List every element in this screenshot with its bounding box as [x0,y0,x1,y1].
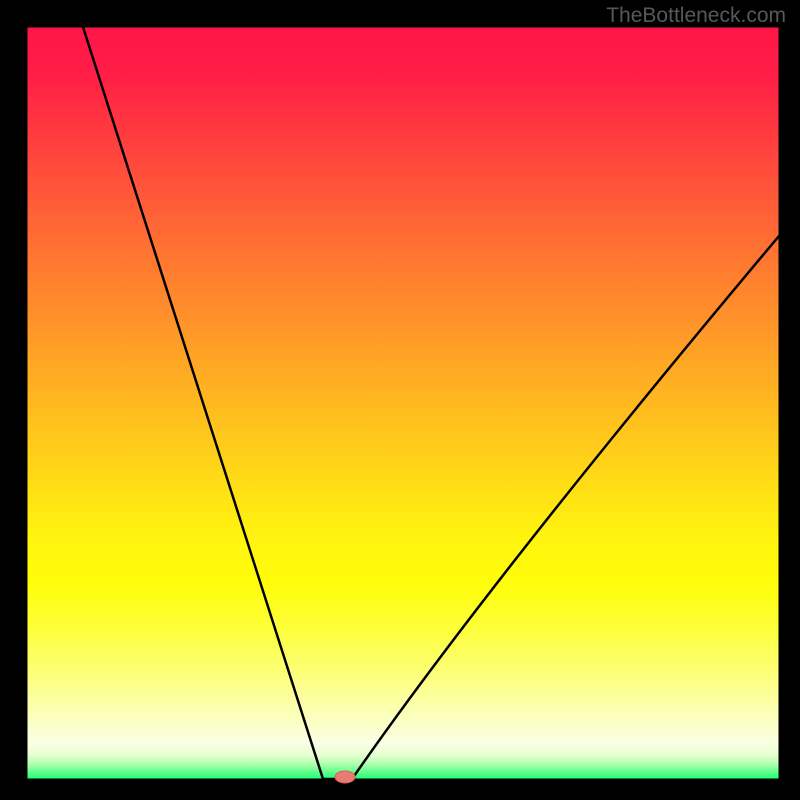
optimal-marker [335,771,355,783]
chart-container: TheBottleneck.com [0,0,800,800]
bottleneck-chart [0,0,800,800]
watermark-text: TheBottleneck.com [606,4,786,28]
plot-area [27,27,779,779]
